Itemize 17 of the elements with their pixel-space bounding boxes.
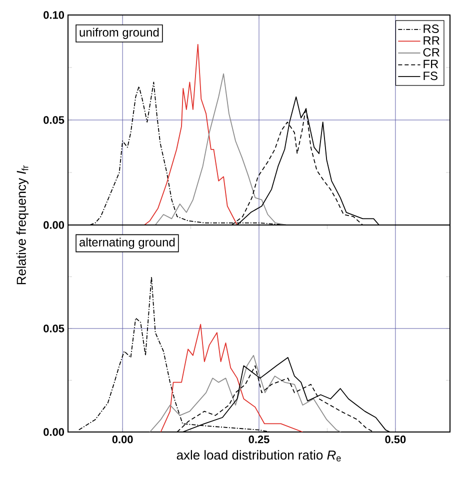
y-tick-label: 0.00 — [44, 221, 64, 229]
legend-label: RR — [424, 36, 440, 45]
y-tick-label: 0.10 — [44, 11, 64, 19]
text: alternating ground — [80, 238, 175, 249]
x-axis-title: axle load distribution ratio R$_{e}$ — [176, 450, 341, 462]
x-tick-label: 0.25 — [248, 436, 270, 444]
text: unifrom ground — [80, 28, 159, 39]
legend-label: FS — [424, 72, 438, 80]
y-tick-label: 0.05 — [44, 324, 64, 332]
legend-label: RS — [424, 24, 439, 33]
x-tick-label: 0.50 — [385, 436, 406, 444]
legend-label: CR — [423, 48, 440, 57]
y-tick-label: 0.00 — [44, 428, 64, 436]
legend-label: FR — [424, 60, 438, 68]
y-axis-title: Relative frequency I$_{fr}$ — [16, 165, 28, 284]
x-tick-label: 0.00 — [112, 436, 133, 444]
y-tick-label: 0.05 — [44, 116, 64, 124]
